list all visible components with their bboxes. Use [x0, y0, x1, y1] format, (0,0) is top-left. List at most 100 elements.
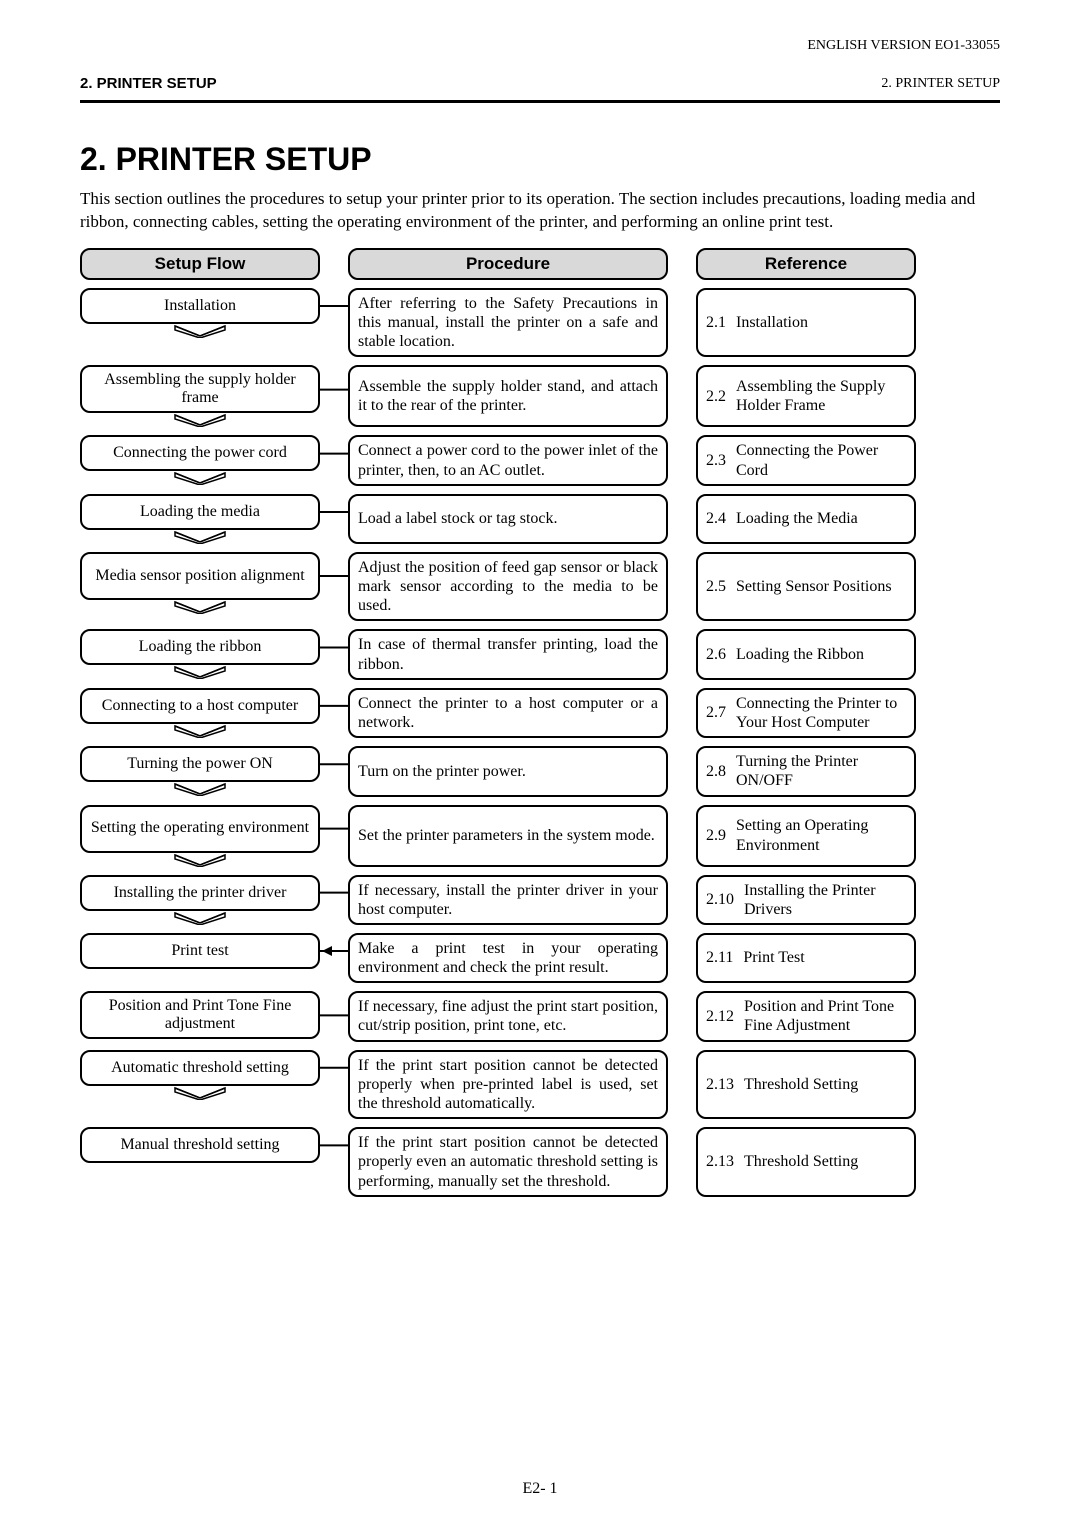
reference-number: 2.5 [706, 577, 726, 596]
page-header: 2. PRINTER SETUP ENGLISH VERSION EO1-330… [80, 38, 1000, 92]
flow-arrow-down-icon [170, 530, 230, 544]
flow-step: Setting the operating environment [80, 805, 320, 867]
column-header-flow: Setup Flow [80, 248, 320, 280]
flow-step-box: Manual threshold setting [80, 1127, 320, 1163]
flow-step: Installation [80, 288, 320, 358]
reference-box: 2.3 Connecting the Power Cord [696, 435, 916, 485]
procedure-box: If necessary, install the printer driver… [348, 875, 668, 925]
flow-step-box: Loading the ribbon [80, 629, 320, 665]
intro-paragraph: This section outlines the procedures to … [80, 188, 1000, 234]
reference-box: 2.13 Threshold Setting [696, 1050, 916, 1120]
flow-arrow-down-icon [170, 1086, 230, 1100]
flow-step: Turning the power ON [80, 746, 320, 796]
column-header-reference: Reference [696, 248, 916, 280]
page-footer: E2- 1 [0, 1480, 1080, 1498]
reference-box: 2.2 Assembling the Supply Holder Frame [696, 365, 916, 427]
reference-box: 2.6 Loading the Ribbon [696, 629, 916, 679]
flow-step: Installing the printer driver [80, 875, 320, 925]
reference-text: Loading the Media [736, 509, 906, 528]
reference-text: Position and Print Tone Fine Adjustment [744, 997, 906, 1035]
reference-number: 2.13 [706, 1152, 734, 1171]
procedure-box: Load a label stock or tag stock. [348, 494, 668, 544]
flow-step-box: Setting the operating environment [80, 805, 320, 853]
setup-grid-area: Setup Flow Procedure Reference Installat… [80, 248, 1000, 1197]
column-header-procedure: Procedure [348, 248, 668, 280]
reference-box: 2.4Loading the Media [696, 494, 916, 544]
reference-text: Connecting the Power Cord [736, 441, 906, 479]
reference-number: 2.9 [706, 826, 726, 845]
setup-grid: Setup Flow Procedure Reference Installat… [80, 248, 1000, 1197]
reference-box: 2.9 Setting an Operating Environment [696, 805, 916, 867]
procedure-box: Set the printer parameters in the system… [348, 805, 668, 867]
reference-number: 2.10 [706, 890, 734, 909]
header-version: ENGLISH VERSION EO1-33055 [807, 38, 1000, 54]
reference-number: 2.13 [706, 1075, 734, 1094]
flow-arrow-down-icon [170, 665, 230, 679]
reference-box: 2.13 Threshold Setting [696, 1127, 916, 1197]
procedure-box: In case of thermal transfer printing, lo… [348, 629, 668, 679]
flow-step-box: Automatic threshold setting [80, 1050, 320, 1086]
flow-step: Print test [80, 933, 320, 983]
flow-step: Automatic threshold setting [80, 1050, 320, 1120]
flow-step-box: Position and Print Tone Fine adjustment [80, 991, 320, 1039]
flow-step-box: Installation [80, 288, 320, 324]
reference-number: 2.8 [706, 762, 726, 781]
procedure-box: Connect the printer to a host computer o… [348, 688, 668, 738]
flow-step-box: Print test [80, 933, 320, 969]
reference-text: Connecting the Printer to Your Host Comp… [736, 694, 906, 732]
reference-number: 2.6 [706, 645, 726, 664]
reference-number: 2.11 [706, 948, 733, 967]
flow-step-box: Connecting the power cord [80, 435, 320, 471]
flow-step: Assembling the supply holder frame [80, 365, 320, 427]
procedure-box: After referring to the Safety Precaution… [348, 288, 668, 358]
reference-box: 2.7 Connecting the Printer to Your Host C… [696, 688, 916, 738]
reference-box: 2.12 Position and Print Tone Fine Adjustm… [696, 991, 916, 1041]
flow-arrow-down-icon [170, 782, 230, 796]
reference-text: Setting Sensor Positions [736, 577, 906, 596]
flow-arrow-down-icon [170, 413, 230, 427]
procedure-box: Make a print test in your operating envi… [348, 933, 668, 983]
reference-text: Installing the Printer Drivers [744, 881, 906, 919]
flow-step: Loading the media [80, 494, 320, 544]
flow-step-box: Media sensor position alignment [80, 552, 320, 600]
flow-step-box: Assembling the supply holder frame [80, 365, 320, 413]
flow-step: Media sensor position alignment [80, 552, 320, 622]
flow-step: Connecting the power cord [80, 435, 320, 485]
flow-arrow-down-icon [170, 600, 230, 614]
header-section-title: 2. PRINTER SETUP [80, 75, 217, 92]
procedure-box: If the print start position cannot be de… [348, 1050, 668, 1120]
reference-number: 2.2 [706, 387, 726, 406]
flow-arrow-down-icon [170, 724, 230, 738]
procedure-box: Assemble the supply holder stand, and at… [348, 365, 668, 427]
flow-step: Manual threshold setting [80, 1127, 320, 1197]
reference-box: 2.10 Installing the Printer Drivers [696, 875, 916, 925]
flow-arrow-down-icon [170, 853, 230, 867]
reference-text: Print Test [743, 948, 906, 967]
flow-arrow-down-icon [170, 324, 230, 338]
flow-step: Connecting to a host computer [80, 688, 320, 738]
procedure-box: If the print start position cannot be de… [348, 1127, 668, 1197]
reference-number: 2.7 [706, 703, 726, 722]
page: 2. PRINTER SETUP ENGLISH VERSION EO1-330… [0, 0, 1080, 1528]
flow-step-box: Connecting to a host computer [80, 688, 320, 724]
procedure-box: Connect a power cord to the power inlet … [348, 435, 668, 485]
header-right: ENGLISH VERSION EO1-33055 2. PRINTER SET… [807, 38, 1000, 92]
reference-text: Assembling the Supply Holder Frame [736, 377, 906, 415]
reference-text: Turning the Printer ON/OFF [736, 752, 906, 790]
reference-number: 2.12 [706, 1007, 734, 1026]
procedure-box: If necessary, fine adjust the print star… [348, 991, 668, 1041]
flow-step: Loading the ribbon [80, 629, 320, 679]
flow-step-box: Installing the printer driver [80, 875, 320, 911]
reference-number: 2.3 [706, 451, 726, 470]
flow-arrow-down-icon [170, 471, 230, 485]
procedure-box: Turn on the printer power. [348, 746, 668, 796]
flow-step: Position and Print Tone Fine adjustment [80, 991, 320, 1041]
reference-number: 2.1 [706, 313, 726, 332]
flow-step-box: Turning the power ON [80, 746, 320, 782]
reference-box: 2.5 Setting Sensor Positions [696, 552, 916, 622]
reference-text: Setting an Operating Environment [736, 816, 906, 854]
reference-text: Threshold Setting [744, 1075, 906, 1094]
reference-text: Threshold Setting [744, 1152, 906, 1171]
reference-text: Loading the Ribbon [736, 645, 906, 664]
header-rule [80, 100, 1000, 103]
